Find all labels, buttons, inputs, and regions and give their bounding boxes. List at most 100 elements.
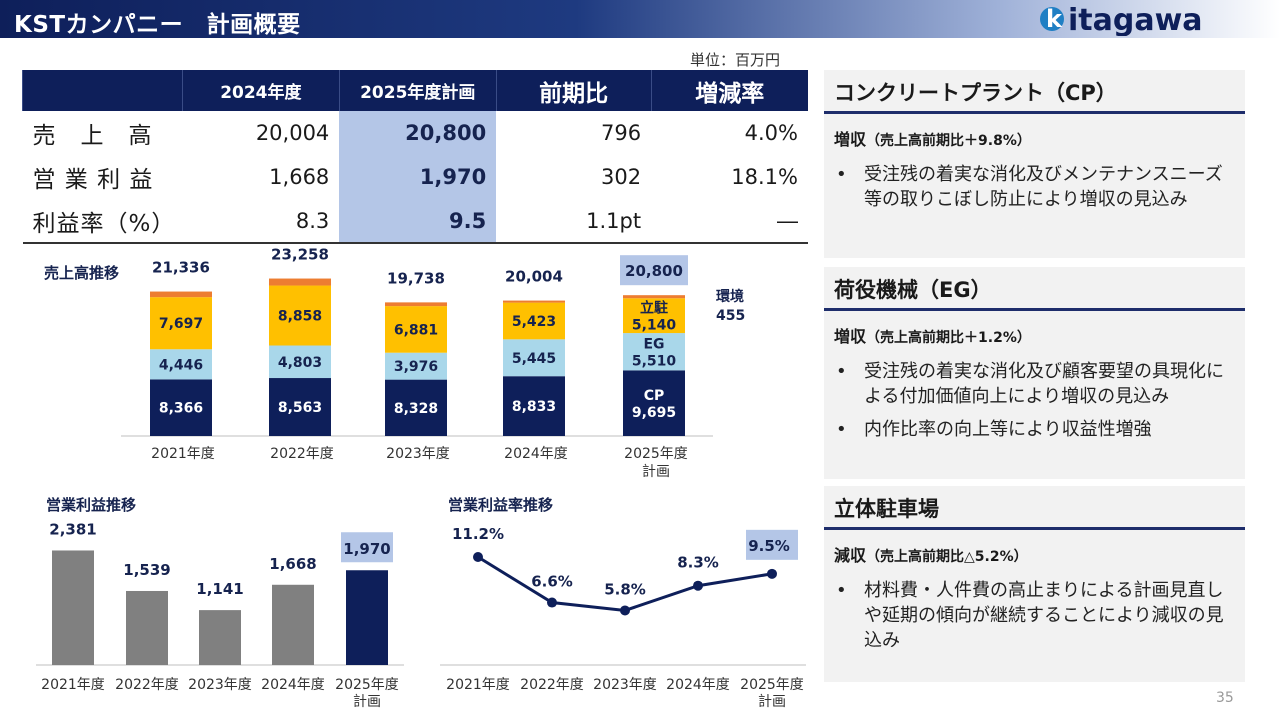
cell-diff: 796 (600, 121, 642, 145)
sales-value-label: 8,366 (159, 401, 203, 417)
header-bar: KSTカンパニー 計画概要 (0, 0, 1280, 38)
operating-margin-line-chart: 11.2% 2021年度 6.6% 2022年度 5.8% 2023年度 8.3% 2024年… (440, 525, 806, 710)
sales-segment-name: 立駐 (640, 300, 668, 317)
sales-value-label: 4,803 (278, 355, 322, 371)
profit-category-label: 2022年度 (115, 677, 179, 693)
sales-bar-立駐 (150, 297, 212, 350)
sales-bar-EG (385, 352, 447, 380)
margin-point (693, 580, 703, 591)
profit-value-label: 1,970 (343, 540, 390, 558)
margin-plan-label-box (746, 529, 798, 560)
panel-cp-note: （売上高前期比＋9.8%） (866, 133, 1031, 149)
sales-segment-name: CP (644, 388, 665, 404)
env-value-label: 455 (716, 308, 745, 324)
cell-2024: 20,004 (255, 121, 330, 145)
header-cell-diff: 前期比 (495, 70, 652, 111)
sales-category-label: 計画 (642, 464, 670, 480)
sales-value-label: 3,976 (394, 359, 438, 375)
table-header-row: 2024年度 2025年度計画 前期比 増減率 (22, 70, 808, 111)
list-item: 材料費・人件費の高止まりによる計画見直しや延期の傾向が継続することにより減収の見… (834, 578, 1227, 653)
profit-category-label: 2021年度 (41, 677, 105, 693)
sales-value-label: 4,446 (159, 357, 203, 373)
margin-category-label: 計画 (758, 694, 786, 710)
sales-bar-EG (623, 333, 685, 371)
sales-bar-立駐 (623, 298, 685, 334)
sales-bar-CP (503, 376, 565, 436)
panel-parking-note: （売上高前期比△5.2%） (866, 549, 1028, 565)
header-cell-blank (22, 70, 183, 111)
sales-category-label: 2021年度 (151, 446, 215, 462)
cell-plan: 9.5 (339, 199, 497, 244)
row-label: 売 上 高 (32, 123, 153, 149)
panel-eg-bullets: 受注残の着実な消化及び顧客要望の具現化による付加価値向上により増収の見込み 内作… (834, 359, 1227, 442)
sales-value-label: 5,140 (632, 318, 677, 334)
margin-category-label: 2024年度 (666, 677, 730, 693)
panel-eg-note: （売上高前期比＋1.2%） (866, 330, 1031, 346)
sales-value-label: 8,858 (278, 309, 322, 325)
profit-value-label: 1,141 (196, 580, 243, 598)
margin-value-label: 8.3% (677, 554, 719, 572)
sales-bar-環境 (503, 300, 565, 303)
cell-plan: 20,800 (339, 111, 497, 155)
profit-bar (126, 590, 168, 665)
sales-value-label: 5,510 (632, 354, 677, 370)
sales-total-label: 20,800 (625, 262, 683, 280)
panel-parking-outlook: 減収 (834, 546, 867, 565)
cell-diff: 1.1pt (496, 199, 652, 244)
operating-profit-bar-chart: 2,381 2021年度 1,539 2022年度 1,141 2023年度 1,668 20… (36, 520, 404, 710)
profit-plan-label-box (341, 532, 393, 563)
header-cell-plan: 2025年度計画 (338, 70, 497, 111)
profit-category-label: 2025年度 (335, 677, 399, 693)
list-item: 受注残の着実な消化及びメンテナンスニーズ等の取りこぼし防止により増収の見込み (834, 162, 1227, 212)
profit-chart-title: 営業利益推移 (46, 496, 137, 514)
panel-cp-outlook: 増収 (834, 130, 867, 149)
sales-value-label: 8,328 (394, 401, 438, 417)
sales-value-label: 5,423 (512, 314, 556, 330)
sales-plan-total-box (620, 255, 688, 286)
sales-segment-name: EG (643, 337, 664, 353)
margin-point (547, 597, 557, 608)
row-label: 利益率（%） (22, 199, 183, 244)
kitagawa-logo: k itagawa (1040, 3, 1203, 36)
cell-rate: 4.0% (744, 121, 798, 145)
sales-total-label: 23,258 (271, 246, 329, 264)
panel-parking-bullets: 材料費・人件費の高止まりによる計画見直しや延期の傾向が継続することにより減収の見… (834, 578, 1227, 653)
sales-category-label: 2022年度 (270, 446, 334, 462)
profit-bar (52, 550, 94, 665)
margin-chart-title: 営業利益率推移 (448, 496, 554, 514)
panel-cp-bullets: 受注残の着実な消化及びメンテナンスニーズ等の取りこぼし防止により増収の見込み (834, 162, 1227, 212)
panel-eg-outlook: 増収 (834, 327, 867, 346)
table-row: 売 上 高 20,004 20,800 796 4.0% (23, 111, 809, 155)
margin-category-label: 2023年度 (593, 677, 657, 693)
margin-category-label: 2022年度 (520, 677, 584, 693)
page-title: KSTカンパニー 計画概要 (14, 12, 301, 38)
sales-value-label: 5,445 (512, 351, 556, 367)
sales-bar-立駐 (503, 302, 565, 340)
profit-bar (199, 610, 241, 665)
panel-cp-title: コンクリートプラント（CP） (824, 70, 1245, 114)
sales-bar-CP (385, 379, 447, 436)
sales-bar-CP (150, 379, 212, 436)
row-label: 営 業 利 益 (32, 167, 154, 193)
sales-bar-環境 (269, 278, 331, 286)
sales-value-label: 7,697 (159, 316, 203, 332)
profit-category-label: 2023年度 (188, 677, 252, 693)
table-row: 営 業 利 益 1,668 1,970 302 18.1% (23, 155, 809, 199)
cell-rate: ― (651, 199, 808, 244)
list-item: 受注残の着実な消化及び顧客要望の具現化による付加価値向上により増収の見込み (834, 359, 1227, 409)
cell-2024: 1,668 (269, 165, 330, 189)
panel-eg-sub: 増収（売上高前期比＋1.2%） (834, 323, 1245, 347)
profit-category-label: 2024年度 (261, 677, 325, 693)
svg-text:itagawa: itagawa (1068, 3, 1203, 36)
panel-cp-sub: 増収（売上高前期比＋9.8%） (834, 126, 1245, 150)
sales-bar-CP (623, 370, 685, 436)
profit-category-label: 計画 (353, 694, 381, 710)
profit-bar (346, 570, 388, 665)
summary-table: 2024年度 2025年度計画 前期比 増減率 売 上 高 20,004 20,… (22, 70, 808, 244)
sales-value-label: 6,881 (394, 322, 438, 338)
sales-bar-CP (269, 378, 331, 436)
cell-plan: 1,970 (339, 155, 497, 199)
sales-value-label: 8,833 (512, 399, 556, 415)
sales-bar-環境 (623, 295, 685, 299)
header-cell-2024: 2024年度 (181, 70, 340, 111)
